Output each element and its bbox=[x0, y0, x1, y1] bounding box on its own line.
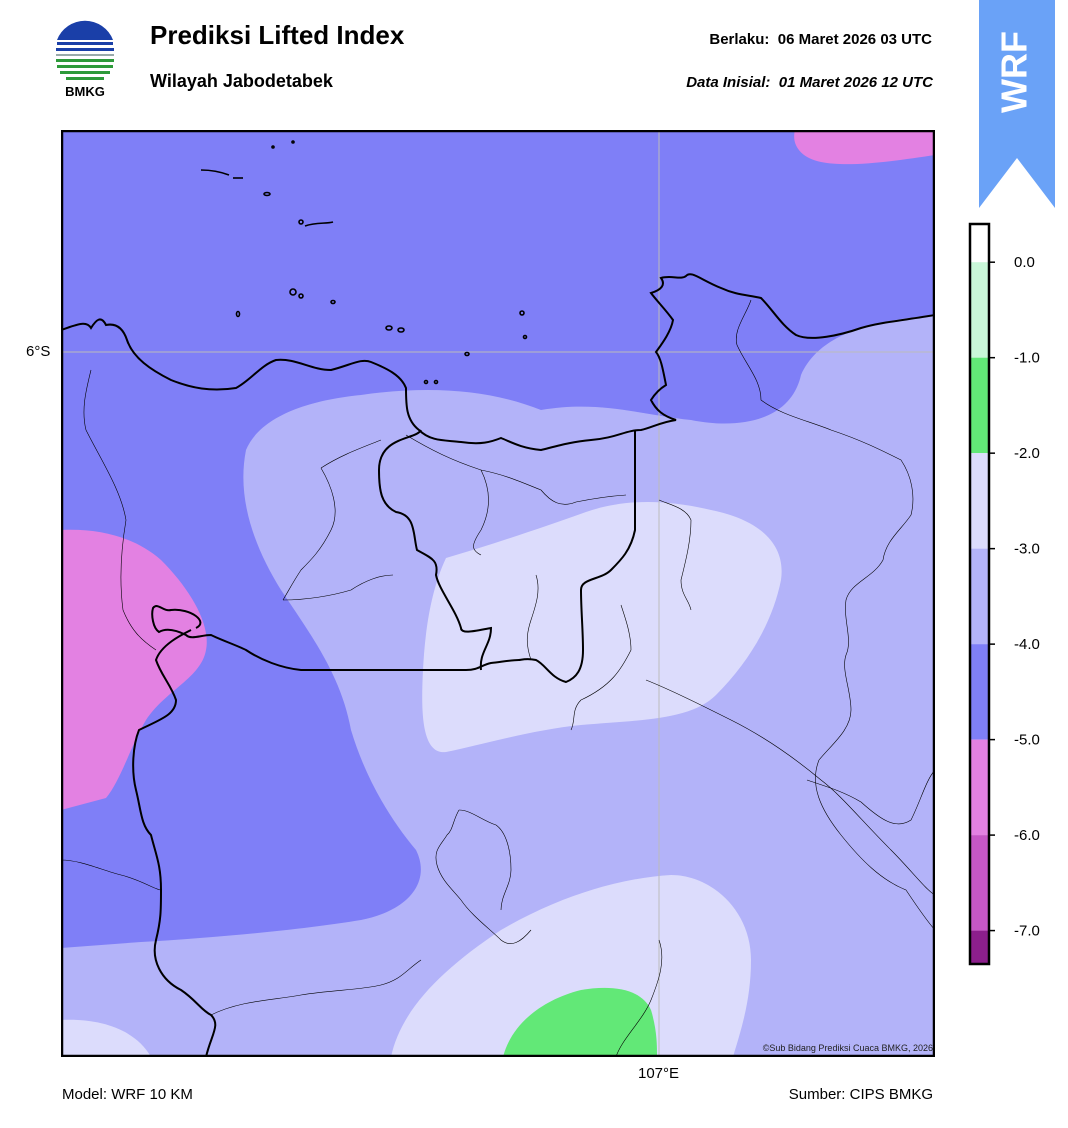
source-label: Sumber: CIPS BMKG bbox=[788, 1086, 933, 1103]
wrf-banner-text: WRF bbox=[994, 31, 1035, 113]
colorbar-frame bbox=[968, 222, 991, 966]
regency-borders bbox=[61, 299, 935, 1057]
contour-zone-pink-top bbox=[794, 130, 935, 165]
contour-zone-light-bottom bbox=[391, 875, 751, 1057]
bmkg-logo-icon bbox=[55, 20, 115, 84]
forecast-map bbox=[61, 130, 935, 1057]
colorbar-tick-label: -2.0 bbox=[1014, 445, 1040, 462]
contour-zone-light-corner bbox=[61, 1019, 151, 1057]
colorbar-segment bbox=[970, 644, 989, 740]
colorbar-segment bbox=[970, 835, 989, 931]
logo-text: BMKG bbox=[65, 84, 105, 99]
copyright-text: ©Sub Bidang Prediksi Cuaca BMKG, 2026 bbox=[762, 1043, 933, 1053]
init-time: Data Inisial: 01 Maret 2026 12 UTC bbox=[686, 74, 933, 91]
province-border-3 bbox=[132, 629, 217, 1057]
province-border-2 bbox=[377, 429, 493, 671]
init-label: Data Inisial: bbox=[686, 74, 771, 91]
islands bbox=[200, 140, 528, 385]
contour-zone-dark-blue bbox=[61, 130, 935, 948]
colorbar-segment bbox=[970, 930, 989, 964]
colorbar-segments bbox=[970, 224, 989, 964]
map-frame bbox=[61, 130, 935, 1057]
latitude-label: 6°S bbox=[26, 343, 51, 360]
longitude-label: 107°E bbox=[638, 1065, 680, 1082]
colorbar-segment bbox=[970, 548, 989, 645]
contour-zone-light-center bbox=[422, 501, 782, 753]
model-label: Model: WRF 10 KM bbox=[62, 1086, 193, 1103]
coastline bbox=[61, 273, 935, 452]
colorbar-segment bbox=[970, 357, 989, 454]
colorbar-segment bbox=[970, 262, 989, 358]
contour-zone-green bbox=[503, 987, 657, 1057]
page-subtitle: Wilayah Jabodetabek bbox=[150, 71, 333, 91]
colorbar-tick-label: -5.0 bbox=[1014, 732, 1040, 749]
valid-value: 06 Maret 2026 03 UTC bbox=[777, 31, 932, 48]
contour-zone-pink-left bbox=[61, 529, 207, 810]
colorbar-tick-label: -3.0 bbox=[1014, 541, 1040, 558]
colorbar-segment bbox=[970, 453, 989, 549]
colorbar-tick-label: 0.0 bbox=[1014, 254, 1035, 271]
colorbar: 0.0 -1.0 -2.0 -3.0 -4.0 -5.0 -6.0 -7.0 bbox=[968, 222, 1040, 966]
valid-time: Berlaku: 06 Maret 2026 03 UTC bbox=[709, 31, 932, 48]
province-border bbox=[151, 430, 636, 684]
wrf-banner: WRF bbox=[979, 0, 1055, 208]
colorbar-tick-label: -4.0 bbox=[1014, 636, 1040, 653]
colorbar-segment bbox=[970, 739, 989, 836]
colorbar-tick-label: -7.0 bbox=[1014, 923, 1040, 940]
colorbar-tick-label: -6.0 bbox=[1014, 827, 1040, 844]
colorbar-tick-label: -1.0 bbox=[1014, 350, 1040, 367]
page-title: Prediksi Lifted Index bbox=[150, 20, 405, 50]
init-value: 01 Maret 2026 12 UTC bbox=[778, 74, 933, 91]
colorbar-ticks: 0.0 -1.0 -2.0 -3.0 -4.0 -5.0 -6.0 -7.0 bbox=[989, 254, 1040, 940]
valid-label: Berlaku: bbox=[709, 31, 770, 48]
